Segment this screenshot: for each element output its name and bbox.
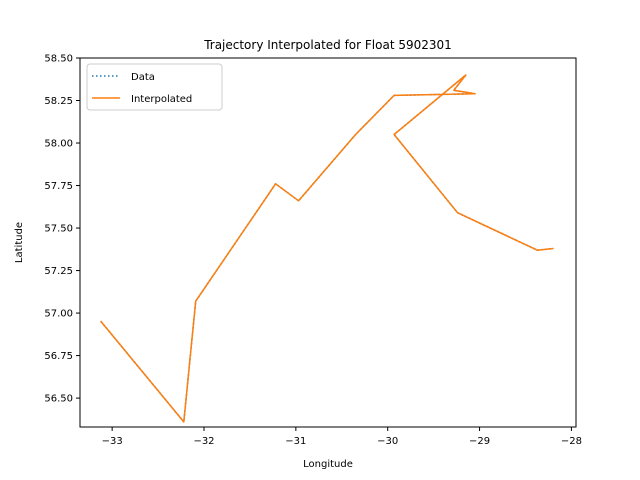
y-axis-ticks: 56.50 56.75 57.00 57.25 57.50 57.75 58.00 58.25…: [44, 54, 80, 405]
plot-series: [100, 74, 554, 423]
y-tick-label: 58.25: [44, 96, 73, 107]
y-tick-label: 56.50: [44, 394, 73, 405]
y-axis-label: Latitude: [14, 222, 25, 263]
x-tick-label: −29: [469, 436, 490, 447]
legend-box: [86, 63, 223, 111]
x-axis-label: Longitude: [303, 459, 353, 470]
x-tick-label: −31: [285, 436, 306, 447]
y-tick-label: 57.75: [44, 181, 73, 192]
x-axis-ticks: −33 −32 −31 −30 −29 −28: [102, 427, 582, 447]
y-tick-label: 58.50: [44, 54, 73, 65]
y-tick-label: 57.50: [44, 224, 73, 235]
y-tick-label: 58.00: [44, 139, 73, 150]
legend-label-data: Data: [131, 72, 155, 83]
x-tick-label: −33: [102, 436, 123, 447]
y-tick-label: 56.75: [44, 351, 73, 362]
x-tick-label: −30: [377, 436, 398, 447]
legend: Data Interpolated: [86, 63, 223, 111]
y-tick-label: 57.25: [44, 266, 73, 277]
x-tick-label: −32: [193, 436, 214, 447]
series-line-data: [100, 74, 554, 423]
chart-title: Trajectory Interpolated for Float 590230…: [203, 38, 452, 52]
plot-frame: [79, 57, 577, 428]
y-tick-label: 57.00: [44, 309, 73, 320]
legend-label-interpolated: Interpolated: [131, 94, 192, 105]
series-line-interpolated: [100, 74, 554, 423]
x-tick-label: −28: [561, 436, 582, 447]
